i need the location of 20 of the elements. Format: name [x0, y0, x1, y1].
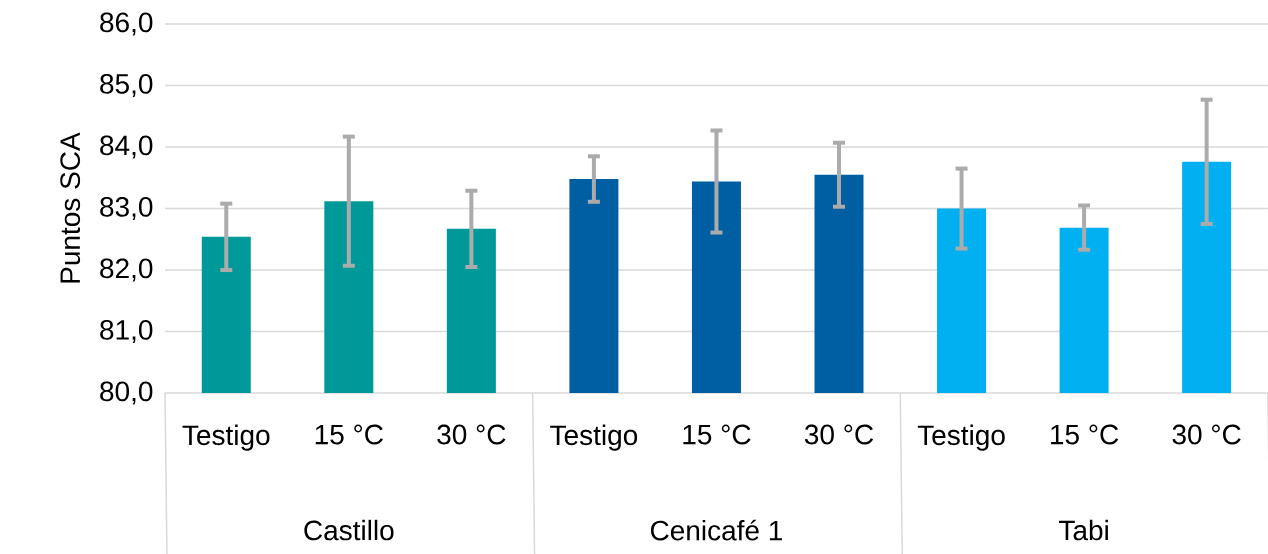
y-tick-label: 83,0	[100, 197, 153, 221]
x-tick-label: Testigo	[917, 424, 1005, 451]
x-tick-label: 15 °C	[1051, 424, 1119, 445]
x-tick-label: 30 °C	[804, 424, 874, 445]
x-tick-label: 30 °C	[1172, 424, 1241, 445]
y-tick-label: 80,0	[100, 381, 153, 405]
y-tick-label: 85,0	[100, 74, 153, 98]
y-tick-label: 84,0	[100, 135, 153, 159]
x-tick-label: 15 °C	[683, 424, 751, 445]
y-tick-label: 86,0	[100, 12, 153, 36]
x-tick-label: Testigo	[550, 424, 638, 451]
x-tick-label: Testigo	[182, 424, 270, 451]
y-tick-label: 82,0	[100, 258, 153, 282]
x-tick-label: 30 °C	[437, 424, 506, 445]
x-tick-label: 15 °C	[315, 424, 383, 445]
text: Cenicafé 1	[650, 519, 782, 541]
y-tick-label: 81,0	[100, 320, 153, 344]
text: Castillo	[304, 519, 394, 541]
text: Tabi	[1059, 519, 1108, 541]
y-axis-title: Puntos SCA	[60, 132, 81, 283]
